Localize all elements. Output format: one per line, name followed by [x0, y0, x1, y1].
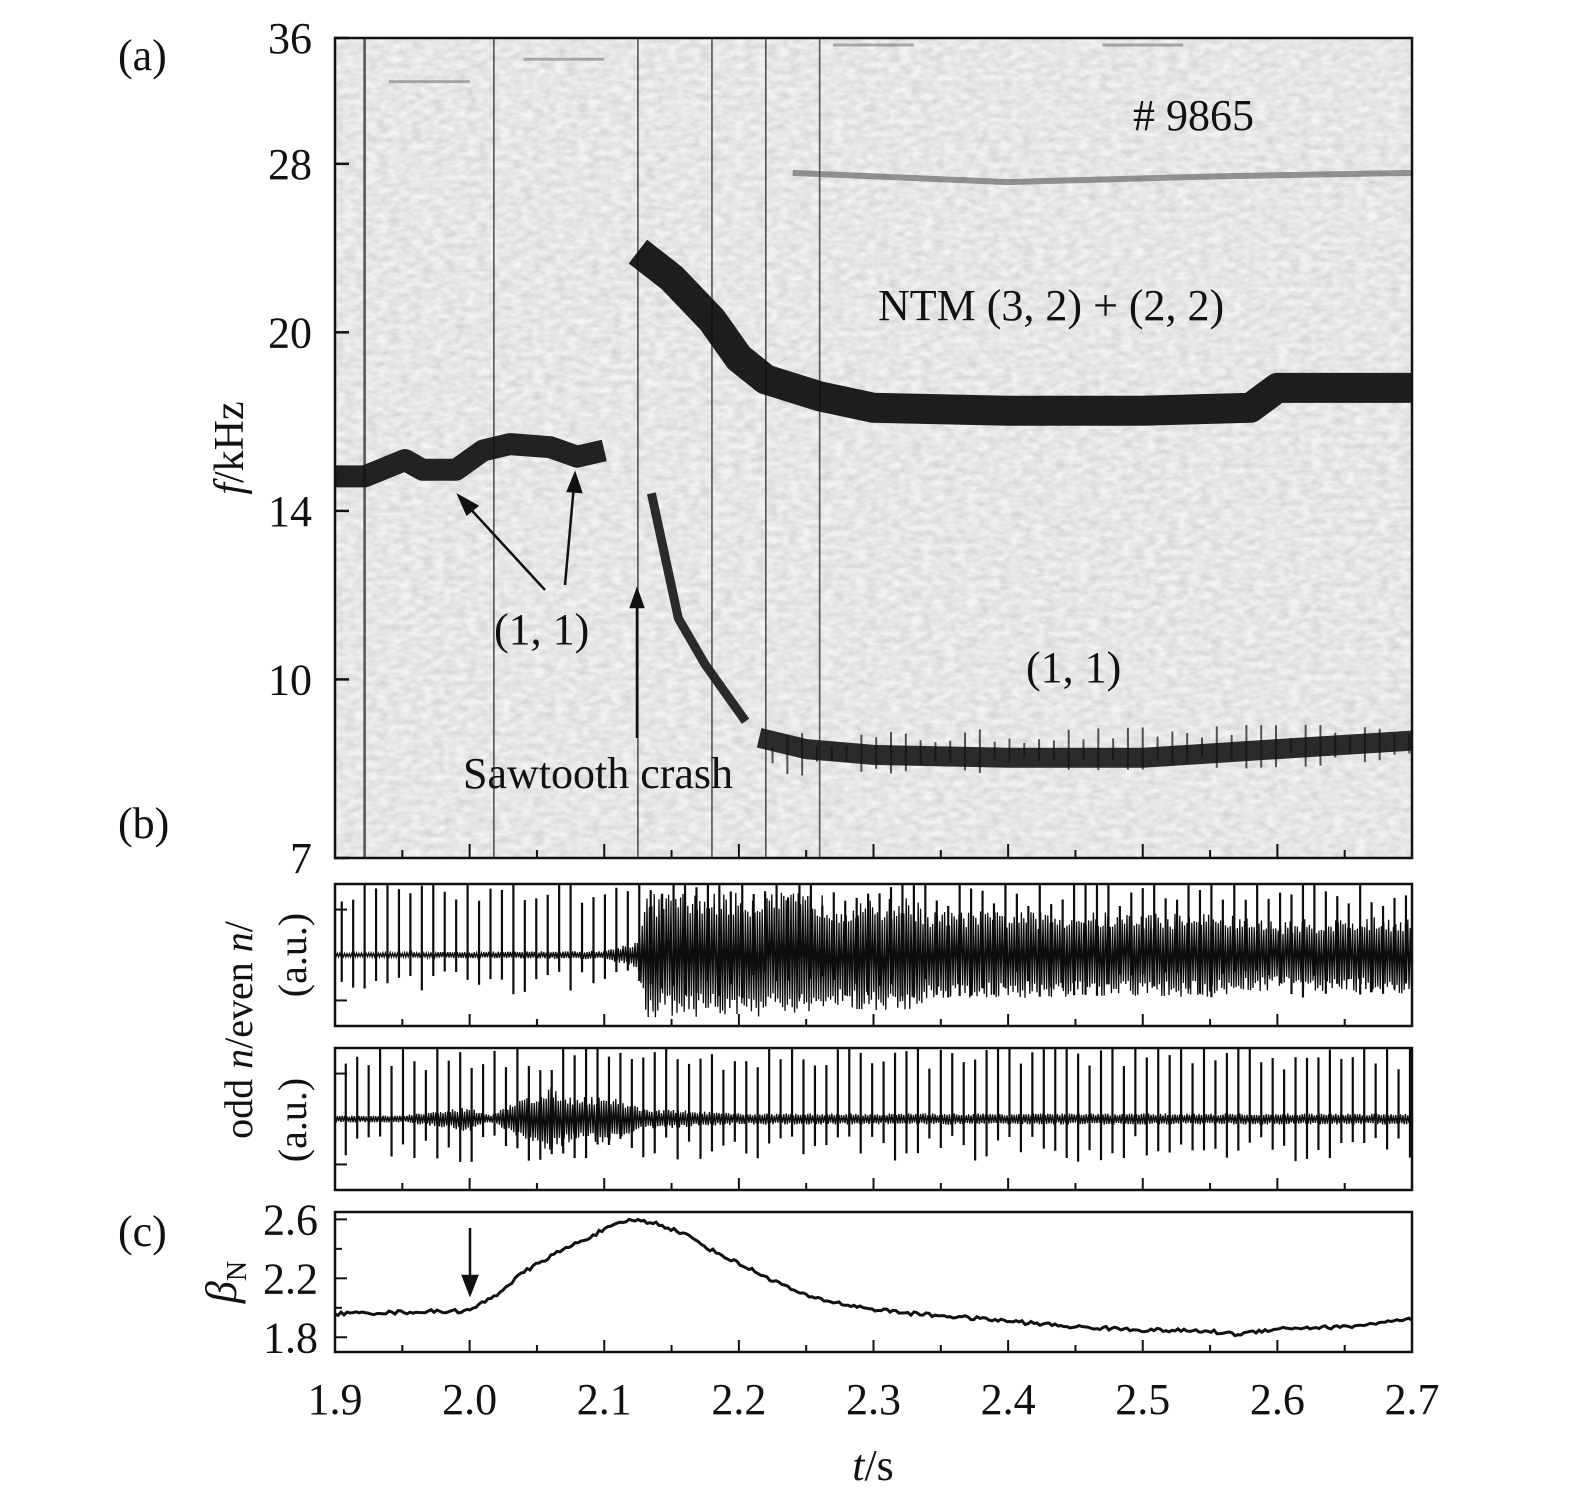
- y-tick-label: 14: [268, 487, 312, 536]
- y-tick-label: 36: [268, 14, 312, 63]
- y-tick-label: 2.6: [263, 1195, 318, 1244]
- even-label-word: even: [216, 952, 261, 1038]
- x-tick-label: 2.4: [981, 1375, 1036, 1424]
- panel-b-y-label-line1: odd n/even n/: [216, 920, 261, 1139]
- y-tick-label: 2.2: [263, 1254, 318, 1303]
- beta-frame: [333, 1210, 1414, 1354]
- spectrogram-panel: 7 10 14 20 28 36 f/kHz # 9865 NTM (3, 2) + (2…: [207, 14, 1414, 883]
- mode-11-label-left: (1, 1): [494, 605, 589, 654]
- annotation-arrows: [456, 470, 645, 738]
- x-axis-label: t/s: [852, 1441, 894, 1490]
- beta-symbol: β: [197, 1281, 246, 1304]
- beta-arrow: [461, 1228, 479, 1298]
- even-label-n: n: [216, 932, 261, 952]
- beta-series: [335, 1217, 1412, 1338]
- shot-number-label: # 9865: [1133, 91, 1254, 140]
- even-n-ticks: [334, 908, 1413, 1026]
- panel-label-a: (a): [118, 31, 167, 80]
- spectrogram-y-ticks: 7 10 14 20 28 36: [268, 14, 349, 883]
- odd-label-slash: /: [216, 1037, 261, 1049]
- y-tick-label: 28: [268, 140, 312, 189]
- panel-label-b: (b): [118, 799, 169, 848]
- odd-n-unit-label: (a.u.): [270, 1078, 315, 1162]
- odd-label-word: odd: [216, 1069, 261, 1139]
- mode-track: [792, 169, 1412, 186]
- arrow-11-right: [563, 484, 576, 586]
- beta-panel: 1.8 2.2 2.6 βN: [197, 1195, 1414, 1362]
- odd-n-panel: [333, 1046, 1414, 1192]
- beta-line: [335, 1217, 1412, 1338]
- mode-track: [335, 433, 607, 488]
- mode-track: [756, 728, 1412, 768]
- x-tick-label: 2.0: [442, 1375, 497, 1424]
- spectrogram-mode-tracks: [335, 169, 1412, 776]
- x-label-unit: /s: [864, 1441, 893, 1490]
- even-label-slash: /: [216, 920, 261, 932]
- x-tick-label: 1.9: [308, 1375, 363, 1424]
- ntm-label: NTM (3, 2) + (2, 2): [878, 281, 1224, 330]
- mode-11-label-right: (1, 1): [1026, 643, 1121, 692]
- mode-track: [628, 239, 1412, 426]
- beta-y-ticks: 1.8 2.2 2.6: [263, 1195, 347, 1362]
- odd-label-n: n: [216, 1049, 261, 1069]
- x-tick-label: 2.6: [1250, 1375, 1305, 1424]
- x-tick-label: 2.5: [1115, 1375, 1170, 1424]
- even-n-signal: [335, 884, 1412, 1018]
- arrow-11-left-head: [456, 493, 480, 516]
- y-tick-label: 20: [268, 308, 312, 357]
- beta-subscript: N: [222, 1261, 253, 1281]
- x-label-t: t: [852, 1441, 866, 1490]
- mode-track: [647, 492, 750, 724]
- spectrogram-x-ticks: [334, 844, 1413, 858]
- even-n-panel: [333, 882, 1414, 1028]
- odd-n-ticks: [334, 1072, 1413, 1190]
- beta-x-ticks: [334, 1340, 1413, 1352]
- x-tick-label: 2.1: [577, 1375, 632, 1424]
- y-tick-label: 7: [290, 834, 312, 883]
- odd-n-signal: [335, 1048, 1412, 1162]
- beta-arrow-head: [461, 1274, 479, 1298]
- spectrogram-y-label: f/kHz: [207, 401, 253, 494]
- y-tick-label: 1.8: [263, 1313, 318, 1362]
- panel-label-c: (c): [118, 1207, 167, 1256]
- beta-y-label: βN: [197, 1261, 253, 1304]
- arrow-11-right-head: [566, 470, 583, 494]
- x-tick-label: 2.2: [711, 1375, 766, 1424]
- y-tick-label: 10: [268, 655, 312, 704]
- arrow-11-left: [464, 502, 546, 591]
- sawtooth-crash-label: Sawtooth crash: [463, 749, 733, 798]
- arrow-sawtooth-head: [629, 586, 645, 609]
- y-label-khz: /kHz: [207, 401, 253, 483]
- x-tick-label: 2.7: [1385, 1375, 1440, 1424]
- even-n-unit-label: (a.u.): [270, 913, 315, 997]
- x-tick-labels: 1.9 2.0 2.1 2.2 2.3 2.4 2.5 2.6 2.7: [308, 1375, 1440, 1424]
- x-tick-label: 2.3: [846, 1375, 901, 1424]
